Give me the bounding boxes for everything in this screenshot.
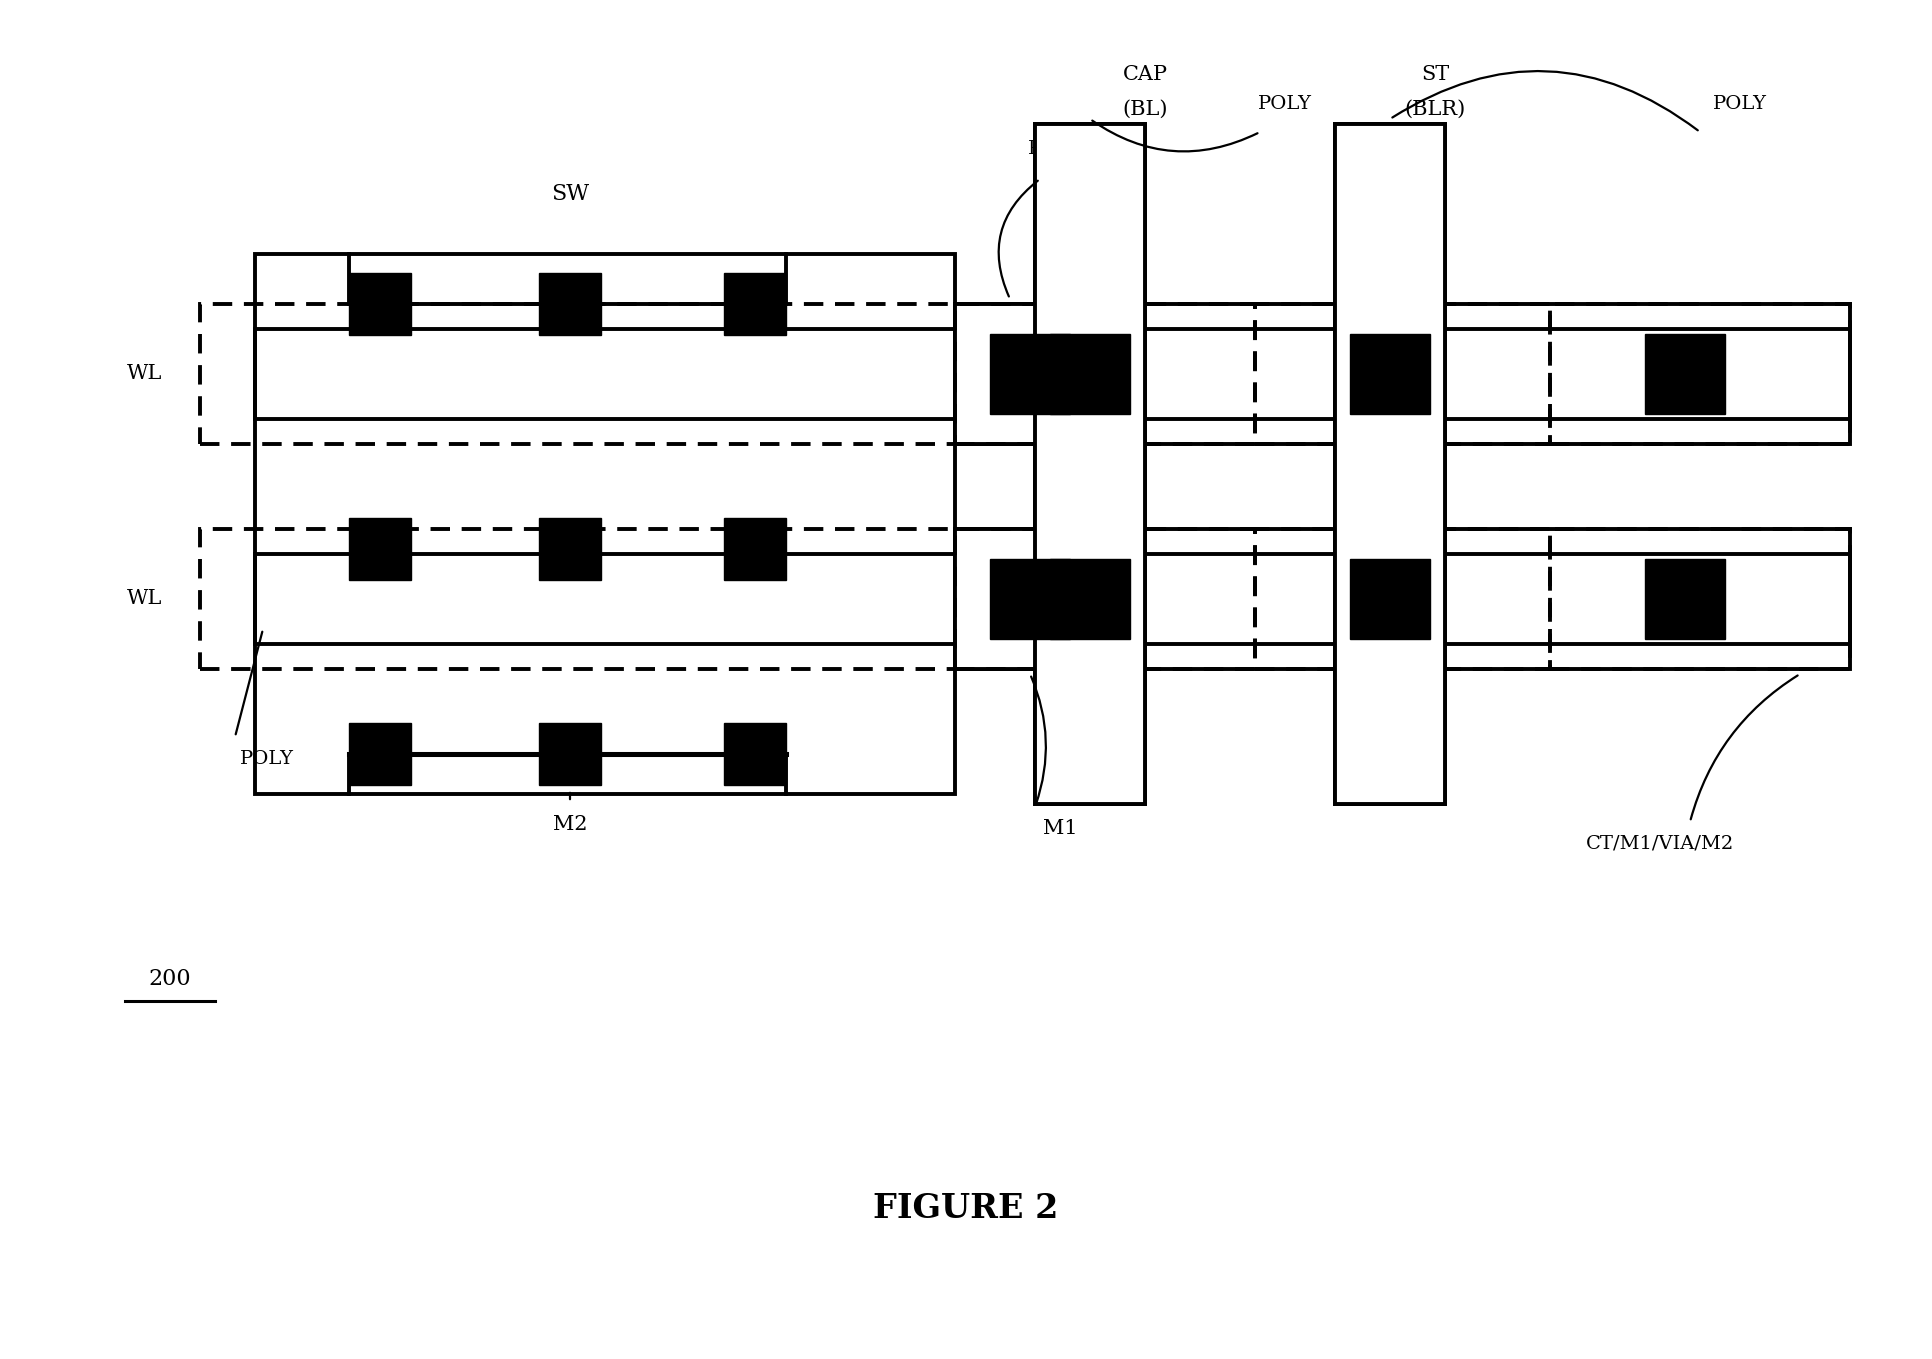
Text: POLY: POLY (1714, 95, 1768, 113)
FancyArrowPatch shape (236, 632, 263, 734)
Text: M1: M1 (1043, 819, 1078, 839)
Bar (724, 273, 786, 336)
Bar (255, 254, 954, 794)
Bar (350, 273, 412, 336)
Text: (BL): (BL) (1122, 99, 1167, 118)
Bar (539, 723, 601, 786)
Text: POLY: POLY (1028, 140, 1082, 158)
Bar (1036, 124, 1146, 805)
FancyArrowPatch shape (1393, 71, 1698, 130)
Bar (1350, 334, 1430, 414)
Text: FIGURE 2: FIGURE 2 (873, 1192, 1059, 1226)
Bar (954, 529, 1105, 669)
Bar (724, 723, 786, 786)
Bar (255, 329, 954, 419)
Bar (954, 554, 1851, 644)
Bar (1036, 124, 1146, 805)
Bar (1049, 334, 1130, 414)
Bar (954, 304, 1851, 444)
Text: 200: 200 (149, 968, 191, 989)
FancyArrowPatch shape (1092, 121, 1258, 151)
Bar (954, 329, 1851, 419)
FancyArrowPatch shape (999, 181, 1037, 296)
Bar (1335, 124, 1445, 805)
Bar (350, 518, 412, 580)
Text: SW: SW (551, 183, 589, 205)
Bar (350, 723, 412, 786)
Bar (255, 554, 954, 644)
Bar (539, 518, 601, 580)
Bar (954, 529, 1256, 669)
FancyArrowPatch shape (1032, 677, 1045, 805)
Text: POLY: POLY (1258, 95, 1312, 113)
Bar (539, 273, 601, 336)
Bar (1350, 559, 1430, 639)
Bar (954, 304, 1105, 444)
FancyArrowPatch shape (1690, 675, 1797, 819)
Text: POLY: POLY (240, 750, 294, 768)
Bar (1549, 304, 1851, 444)
Bar (724, 518, 786, 580)
Text: WL: WL (128, 590, 162, 609)
Bar (1335, 124, 1445, 805)
Bar (1644, 334, 1725, 414)
Text: CT/M1/VIA/M2: CT/M1/VIA/M2 (1586, 834, 1735, 853)
Bar (989, 559, 1070, 639)
Text: CAP: CAP (1122, 64, 1167, 83)
Bar (1644, 559, 1725, 639)
Bar (1049, 559, 1130, 639)
Bar (1256, 529, 1549, 669)
Text: ST: ST (1420, 64, 1449, 83)
Bar (1256, 304, 1549, 444)
Bar (1549, 529, 1851, 669)
Bar (989, 334, 1070, 414)
Bar (201, 529, 954, 669)
Bar (201, 304, 954, 444)
Text: WL: WL (128, 364, 162, 383)
Bar (954, 304, 1256, 444)
Bar (954, 529, 1851, 669)
Text: (BLR): (BLR) (1405, 99, 1466, 118)
Text: M2: M2 (553, 814, 587, 833)
